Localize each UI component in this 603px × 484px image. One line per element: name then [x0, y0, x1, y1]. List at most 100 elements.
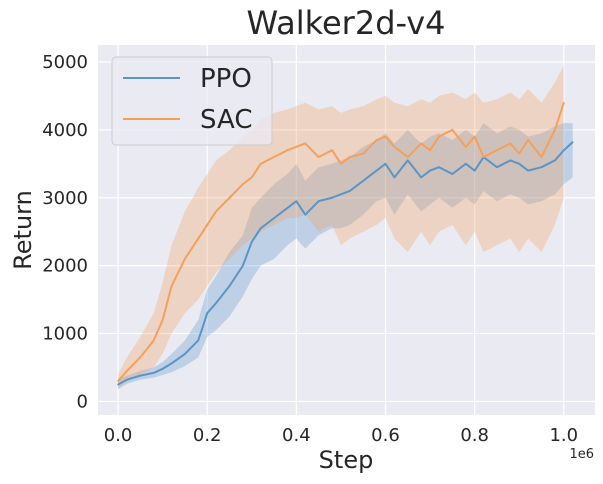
point-sac [215, 210, 217, 213]
point-ppo [340, 193, 342, 196]
point-ppo [406, 159, 409, 162]
point-sac [126, 370, 128, 372]
point-ppo [152, 372, 155, 374]
point-sac [384, 135, 387, 138]
point-sac [482, 156, 485, 158]
point-sac [139, 356, 142, 359]
point-sac [438, 135, 440, 138]
point-sac [206, 224, 209, 226]
point-ppo [451, 173, 454, 175]
point-ppo [126, 378, 128, 381]
point-sac [184, 258, 186, 260]
point-sac [152, 339, 155, 342]
band-sac [118, 65, 564, 388]
band-ppo [118, 123, 573, 390]
point-ppo [317, 200, 320, 202]
y-tick-labels: 0 1000 2000 3000 4000 5000 [42, 52, 88, 412]
point-ppo [117, 383, 119, 386]
x-axis-label: Step [319, 446, 374, 474]
point-ppo [286, 207, 289, 209]
point-sac [242, 183, 244, 185]
point-ppo [473, 169, 476, 172]
chart-title: Walker2d-v4 [247, 4, 446, 42]
y-tick-label: 5000 [42, 52, 88, 73]
point-sac [509, 142, 512, 145]
point-ppo [206, 312, 209, 314]
point-sac [170, 285, 173, 287]
point-ppo [375, 169, 378, 172]
point-ppo [540, 166, 543, 169]
point-sac [420, 142, 422, 145]
x-tick-label: 0.0 [104, 425, 133, 446]
series-line-ppo [117, 141, 574, 386]
y-axis-label: Return [9, 190, 37, 270]
point-sac [362, 152, 365, 155]
y-tick-label: 0 [77, 391, 88, 412]
point-sac [527, 139, 529, 141]
point-ppo [571, 141, 574, 143]
point-ppo [349, 190, 351, 192]
legend-label-sac: SAC [200, 105, 252, 135]
point-sac [340, 163, 342, 165]
point-sac [273, 156, 275, 158]
x-offset-text: 1e6 [569, 447, 594, 462]
x-tick-label: 0.8 [460, 425, 489, 446]
point-ppo [184, 353, 186, 355]
x-tick-labels: 0.0 0.2 0.4 0.6 0.8 1.0 [104, 425, 578, 446]
point-sac [562, 101, 565, 104]
x-tick-label: 1.0 [549, 425, 578, 446]
point-ppo [562, 149, 565, 152]
point-sac [393, 146, 396, 148]
x-tick-label: 0.2 [193, 425, 222, 446]
x-tick-label: 0.6 [371, 425, 400, 446]
series-lines [117, 101, 574, 386]
point-sac [259, 163, 262, 165]
point-sac [295, 146, 298, 148]
point-sac [286, 149, 289, 152]
y-tick-label: 1000 [42, 324, 88, 345]
point-ppo [509, 159, 512, 162]
point-sac [406, 156, 409, 158]
point-sac [161, 319, 164, 321]
points-ppo [117, 141, 574, 386]
point-ppo [393, 176, 396, 179]
point-ppo [228, 285, 231, 287]
point-ppo [139, 374, 142, 377]
point-ppo [242, 264, 244, 267]
confidence-bands [118, 65, 573, 390]
y-tick-label: 4000 [42, 120, 88, 141]
point-ppo [429, 169, 431, 172]
point-ppo [464, 163, 467, 165]
point-sac [331, 149, 333, 152]
point-ppo [259, 227, 262, 230]
point-ppo [331, 196, 333, 199]
legend-label-ppo: PPO [200, 64, 252, 94]
point-sac [473, 135, 476, 138]
point-ppo [295, 200, 298, 202]
point-sac [451, 129, 454, 131]
point-sac [349, 156, 351, 158]
y-tick-label: 2000 [42, 256, 88, 277]
point-sac [317, 156, 320, 158]
point-ppo [161, 368, 164, 370]
point-ppo [518, 163, 521, 165]
point-sac [540, 156, 543, 158]
point-ppo [362, 179, 365, 182]
point-ppo [197, 339, 200, 342]
point-ppo [496, 166, 498, 169]
point-sac [117, 380, 119, 382]
point-ppo [527, 169, 529, 172]
point-ppo [438, 166, 440, 169]
point-sac [375, 139, 378, 141]
point-ppo [554, 159, 556, 162]
point-sac [554, 129, 556, 131]
y-tick-label: 3000 [42, 188, 88, 209]
point-sac [496, 149, 498, 152]
point-ppo [384, 163, 387, 165]
point-ppo [250, 241, 253, 243]
point-sac [429, 149, 431, 152]
point-ppo [170, 362, 173, 365]
point-ppo [304, 213, 307, 216]
point-sac [518, 152, 521, 155]
